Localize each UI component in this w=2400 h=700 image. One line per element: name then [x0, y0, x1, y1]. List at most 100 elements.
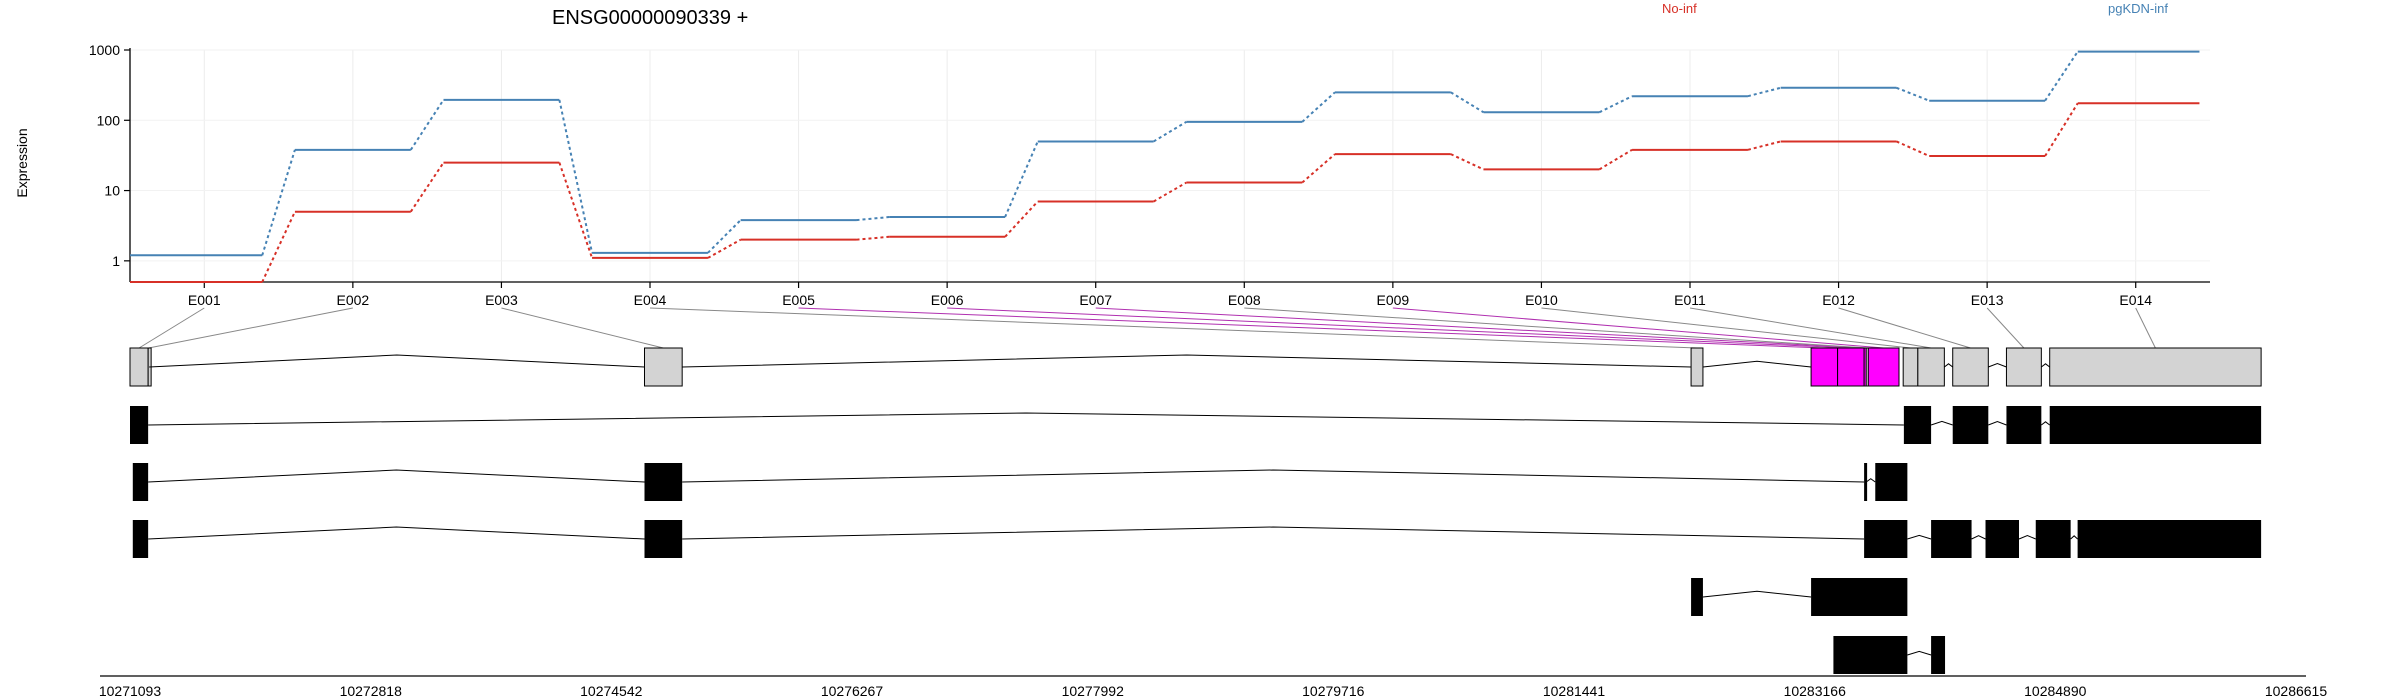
series-transition-dashed — [1450, 153, 1484, 171]
transcript-intron-line — [2041, 421, 2051, 426]
series-transition-dashed — [856, 216, 890, 222]
transcript-intron-line — [1971, 535, 1986, 540]
x-tick-label: E005 — [782, 292, 815, 308]
x-tick-label: E012 — [1822, 292, 1855, 308]
exon-bin-box — [1867, 347, 1900, 387]
transcript-intron-line — [1930, 420, 1953, 426]
series-transition-dashed — [261, 211, 296, 283]
transcript-exon-box — [132, 463, 149, 501]
series-transition-dashed — [707, 219, 742, 254]
y-tick-label: 1 — [112, 253, 120, 269]
bin-connector-line — [1986, 307, 2025, 349]
transcript-intron-line — [1907, 534, 1932, 540]
y-axis-label: Expression — [14, 128, 30, 197]
y-tick-label: 100 — [97, 112, 121, 128]
transcript-intron-line — [1865, 478, 1876, 483]
genomic-tick-label: 10283166 — [1784, 683, 1847, 699]
bin-connector-line — [1244, 307, 1868, 349]
x-tick-label: E001 — [188, 292, 221, 308]
transcript-intron-line — [148, 526, 645, 540]
series-transition-dashed — [1004, 141, 1039, 218]
transcript-exon-box — [1864, 520, 1908, 558]
x-tick-label: E003 — [485, 292, 518, 308]
transcript-exon-box — [644, 463, 683, 501]
exon-bin-box — [1952, 347, 1989, 387]
bin-connector-line — [138, 307, 205, 349]
exon-bin-box — [1810, 347, 1839, 387]
transcript-exon-box — [1903, 406, 1932, 444]
x-tick-label: E008 — [1228, 292, 1261, 308]
transcript-intron-line — [148, 469, 645, 483]
series-transition-dashed — [1896, 86, 1930, 102]
y-tick-label: 1000 — [89, 42, 120, 58]
series-transition-dashed — [2044, 51, 2079, 102]
bin-connector-line — [501, 307, 664, 349]
exon-bin-box — [1837, 347, 1865, 387]
exon-bin-box — [1690, 347, 1704, 387]
transcript-exon-box — [1931, 520, 1972, 558]
x-tick-label: E007 — [1079, 292, 1112, 308]
bin-connector-line — [2135, 307, 2156, 349]
genomic-tick-label: 10286615 — [2265, 683, 2328, 699]
exon-bin-box — [129, 347, 149, 387]
transcript-exon-box — [2035, 520, 2071, 558]
legend-label-pgkdn-inf: pgKDN-inf — [2108, 1, 2168, 16]
transcript-intron-line — [1702, 590, 1812, 598]
transcript-exon-box — [132, 520, 149, 558]
genomic-tick-label: 10276267 — [821, 683, 884, 699]
bin-intron-line — [1702, 360, 1812, 368]
transcript-intron-line — [682, 526, 1865, 540]
series-transition-dashed — [1598, 148, 1633, 171]
bin-intron-line — [1988, 363, 2007, 368]
chart-title: ENSG00000090339 + — [552, 7, 748, 29]
bin-connector-line — [1541, 307, 1911, 349]
transcript-exon-box — [2077, 520, 2262, 558]
series-transition-dashed — [1747, 86, 1781, 98]
series-transition-dashed — [558, 162, 594, 259]
transcript-intron-line — [1907, 650, 1932, 656]
x-tick-label: E004 — [634, 292, 667, 308]
bin-connector-line — [1095, 307, 1866, 349]
x-tick-label: E014 — [2119, 292, 2152, 308]
x-tick-label: E013 — [1971, 292, 2004, 308]
bin-connector-line — [1689, 307, 1932, 349]
series-transition-dashed — [2044, 102, 2079, 157]
transcript-intron-line — [682, 469, 1865, 483]
transcript-exon-box — [1811, 578, 1908, 616]
transcript-intron-line — [2018, 535, 2036, 540]
bin-connector-line — [798, 307, 1825, 349]
transcript-exon-box — [644, 520, 683, 558]
transcript-intron-line — [2070, 535, 2078, 540]
transcript-exon-box — [1952, 406, 1989, 444]
bin-intron-line — [682, 354, 1692, 368]
series-transition-dashed — [409, 162, 445, 213]
series-transition-dashed — [707, 238, 742, 259]
plot-area: 1 10 100 1000 E001 E002 E003 E004 E005 E006 E007 E0… — [89, 42, 2328, 699]
exon-bin-box — [1917, 347, 1945, 387]
exon-bin-box — [1902, 347, 1919, 387]
series-transition-dashed — [1004, 200, 1039, 238]
series-transition-dashed — [856, 235, 890, 241]
series-transition-dashed — [1598, 95, 1633, 114]
series-transition-dashed — [1301, 91, 1336, 123]
bin-intron-line — [2041, 363, 2051, 368]
genomic-tick-label: 10271093 — [99, 683, 162, 699]
transcript-exon-box — [1931, 636, 1946, 674]
series-transition-dashed — [1153, 181, 1187, 203]
series-transition-dashed — [1896, 140, 1930, 157]
genomic-tick-label: 10272818 — [340, 683, 403, 699]
transcript-exon-box — [1875, 463, 1908, 501]
transcript-exon-box — [1833, 636, 1908, 674]
x-tick-label: E006 — [931, 292, 964, 308]
transcript-exon-box — [2006, 406, 2042, 444]
series-transition-dashed — [558, 99, 594, 254]
bin-connector-line — [649, 307, 1698, 349]
genomic-tick-label: 10274542 — [580, 683, 643, 699]
transcript-exon-box — [130, 406, 149, 444]
series-transition-dashed — [261, 149, 296, 256]
series-transition-dashed — [409, 99, 445, 151]
legend-label-no-inf: No-inf — [1662, 1, 1697, 16]
bin-connector-line — [148, 307, 353, 349]
transcript-exon-box — [1691, 578, 1703, 616]
